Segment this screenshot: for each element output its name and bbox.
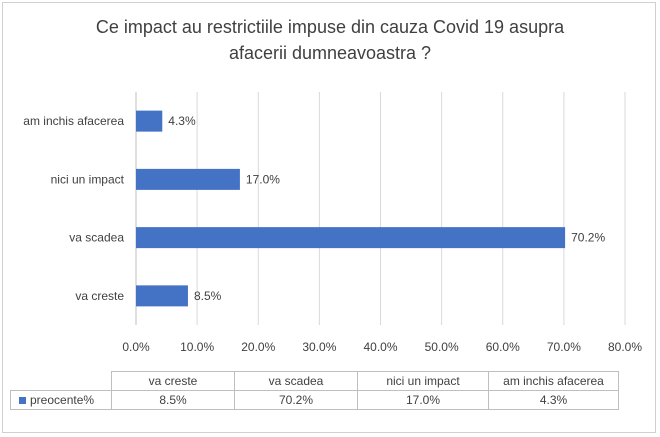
- x-tick-label: 0.0%: [122, 340, 150, 354]
- bar: [136, 110, 163, 132]
- x-tick-label: 40.0%: [363, 340, 397, 354]
- legend-swatch: [19, 397, 26, 405]
- category-label: va scadea: [69, 231, 124, 245]
- x-tick-label: 80.0%: [608, 340, 642, 354]
- data-label: 17.0%: [246, 172, 280, 186]
- chart-title-line-1: Ce impact au restrictiile impuse din cau…: [95, 17, 565, 37]
- chart-title: Ce impact au restrictiile impuse din cau…: [0, 14, 660, 66]
- data-table-header: nici un impact: [357, 371, 489, 391]
- data-table-cell: 4.3%: [488, 390, 619, 410]
- data-table-header-row: va creste va scadea nici un impact am in…: [10, 371, 619, 391]
- data-table-header: am inchis afacerea: [488, 371, 619, 391]
- x-tick-label: 30.0%: [302, 340, 336, 354]
- data-label: 4.3%: [168, 114, 196, 128]
- data-table-series-name: preocente%: [10, 390, 112, 410]
- x-tick-label: 20.0%: [241, 340, 275, 354]
- bar: [136, 168, 240, 190]
- chart-frame: [2, 2, 656, 433]
- data-table-cell: 70.2%: [234, 390, 358, 410]
- x-tick-label: 60.0%: [486, 340, 520, 354]
- data-table-header: va creste: [111, 371, 235, 391]
- data-table-series-row: preocente% 8.5% 70.2% 17.0% 4.3%: [10, 390, 619, 410]
- data-table: va creste va scadea nici un impact am in…: [10, 371, 619, 410]
- x-tick-label: 50.0%: [425, 340, 459, 354]
- data-label: 8.5%: [194, 289, 222, 303]
- x-tick-label: 10.0%: [180, 340, 214, 354]
- chart-title-line-2: afacerii dumneavoastra ?: [228, 43, 432, 63]
- category-label: am inchis afacerea: [23, 114, 124, 128]
- data-table-cell: 8.5%: [111, 390, 235, 410]
- x-tick-label: 70.0%: [547, 340, 581, 354]
- bar: [136, 227, 566, 249]
- category-label: nici un impact: [51, 172, 125, 186]
- category-label: va creste: [75, 289, 124, 303]
- data-table-cell: 17.0%: [357, 390, 489, 410]
- data-table-header: va scadea: [234, 371, 358, 391]
- data-label: 70.2%: [571, 231, 605, 245]
- bar: [136, 285, 188, 307]
- data-table-corner: [10, 371, 112, 391]
- legend-label: preocente%: [30, 393, 95, 407]
